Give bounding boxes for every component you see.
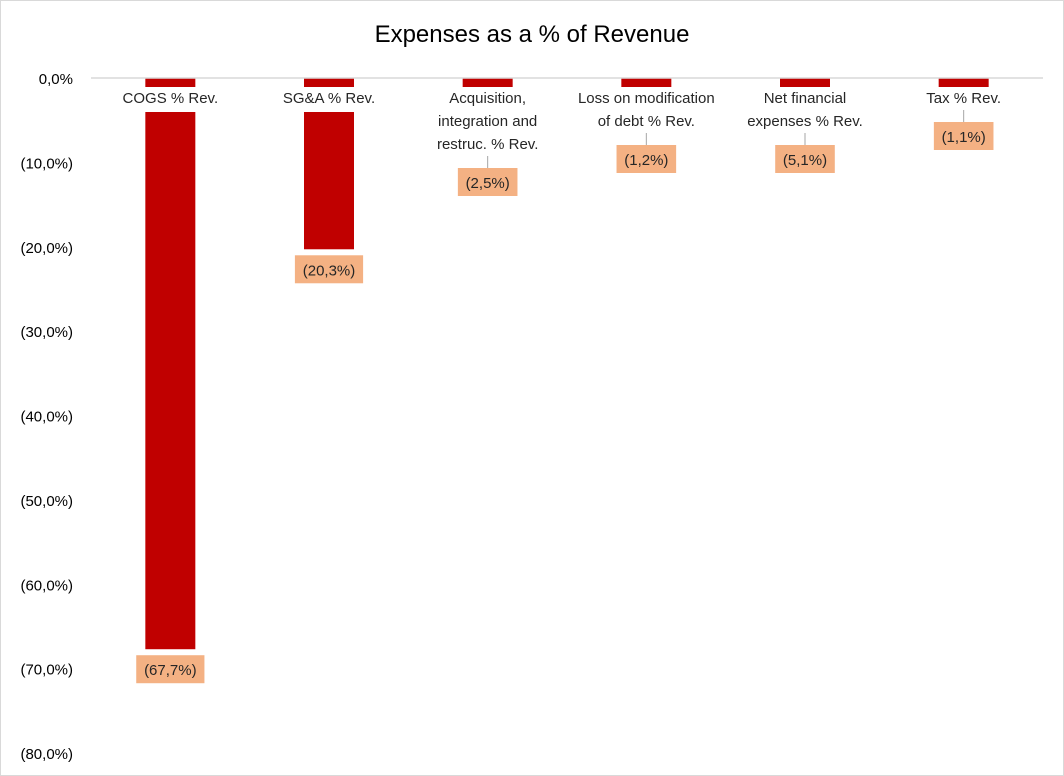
category-label: Acquisition, (449, 90, 526, 107)
category-label-backing (120, 87, 221, 112)
category-label: Tax % Rev. (926, 90, 1001, 107)
category-label-backing (558, 87, 735, 135)
category-label: Loss on modification (578, 90, 715, 107)
category-label: SG&A % Rev. (283, 90, 375, 107)
y-tick-label: (10,0%) (20, 155, 73, 172)
category-label-backing (278, 87, 380, 112)
category-label-backing (917, 87, 1010, 112)
data-label: (1,1%) (942, 129, 986, 146)
bar (621, 78, 672, 89)
category-label-backing (738, 87, 872, 135)
data-label: (2,5%) (466, 175, 510, 192)
data-label: (5,1%) (783, 152, 827, 169)
data-label-box (457, 168, 518, 196)
y-tick-label: (30,0%) (20, 324, 73, 341)
category-label: of debt % Rev. (598, 113, 695, 130)
y-tick-label: (80,0%) (20, 746, 73, 763)
data-label-box (136, 655, 205, 684)
y-tick-label: (60,0%) (20, 577, 73, 594)
y-tick-label: (50,0%) (20, 493, 73, 510)
data-label-box (616, 145, 677, 173)
data-label: (20,3%) (303, 262, 356, 279)
y-tick-label: 0,0% (39, 71, 73, 88)
y-tick-label: (70,0%) (20, 662, 73, 679)
data-label: (1,2%) (624, 152, 668, 169)
category-label: Net financial (764, 90, 847, 107)
category-label-backing (420, 87, 555, 158)
data-label-box (775, 145, 835, 173)
y-tick-label: (40,0%) (20, 409, 73, 426)
bar (145, 78, 196, 650)
category-label: COGS % Rev. (123, 90, 219, 107)
chart-title: Expenses as a % of Revenue (374, 21, 690, 48)
category-label: expenses % Rev. (747, 113, 863, 130)
data-label-box (294, 255, 364, 284)
category-label: integration and (438, 113, 537, 130)
bar (938, 78, 989, 88)
y-tick-label: (20,0%) (20, 240, 73, 257)
data-label: (67,7%) (144, 662, 197, 679)
data-label-box (933, 122, 994, 150)
category-label: restruc. % Rev. (437, 136, 538, 153)
